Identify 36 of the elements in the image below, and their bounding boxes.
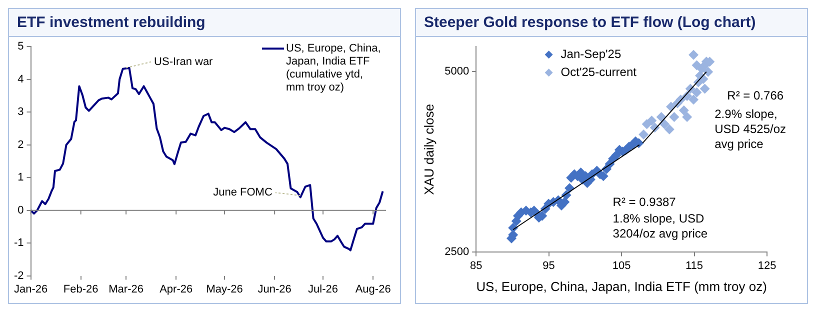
annotation: R² = 0.766 <box>727 88 784 102</box>
x-tick-label: Apr-26 <box>160 283 193 296</box>
x-axis-title: US, Europe, China, Japan, India ETF (mm troy oz) <box>476 278 767 294</box>
x-tick-label: Aug-26 <box>355 283 391 296</box>
x-tick-label: 95 <box>542 260 555 272</box>
y-tick-label: -2 <box>14 270 24 282</box>
x-tick-label: May-26 <box>206 283 243 296</box>
chart-title: ETF investment rebuilding <box>9 9 400 37</box>
annotation: 1.8% slope, USD 3204/oz avg price <box>612 212 708 241</box>
y-tick-label: 1 <box>18 172 24 184</box>
x-tick-label: Mar-26 <box>108 283 144 296</box>
x-tick-label: Feb-26 <box>63 283 98 296</box>
x-tick-label: 105 <box>612 260 631 272</box>
y-tick-label: 2 <box>18 138 24 151</box>
y-tick-label: 3 <box>18 106 24 118</box>
x-tick-label: Jan-26 <box>14 283 48 296</box>
annotation: 2.9% slope, USD 4525/oz avg price <box>714 106 786 151</box>
y-tick-label: 2500 <box>444 246 470 258</box>
x-tick-label: Jun-26 <box>258 283 292 296</box>
y-tick-label: 5 <box>18 40 24 53</box>
annotation: R² = 0.9387 <box>612 195 676 210</box>
y-tick-label: 5000 <box>444 65 470 78</box>
x-tick-label: 125 <box>758 260 776 272</box>
y-tick-label: -1 <box>14 237 24 250</box>
y-axis-title: XAU daily close <box>421 104 436 195</box>
legend-label: US, Europe, China, Japan, India ETF (cumulative ytd, mm troy oz) <box>286 42 381 94</box>
x-tick-label: Jul-26 <box>308 283 338 296</box>
y-tick-label: 0 <box>18 204 24 216</box>
x-tick-label: 85 <box>470 260 482 272</box>
x-tick-label: 115 <box>685 260 704 272</box>
annotation: US-Iran war <box>154 56 214 68</box>
y-tick-label: 4 <box>18 73 24 86</box>
annotation: June FOMC <box>213 186 272 199</box>
legend-label: Oct'25-current <box>560 64 638 79</box>
chart-title: Steeper Gold response to ETF flow (Log chart) <box>416 9 807 37</box>
legend-label: Jan-Sep'25 <box>560 46 622 61</box>
